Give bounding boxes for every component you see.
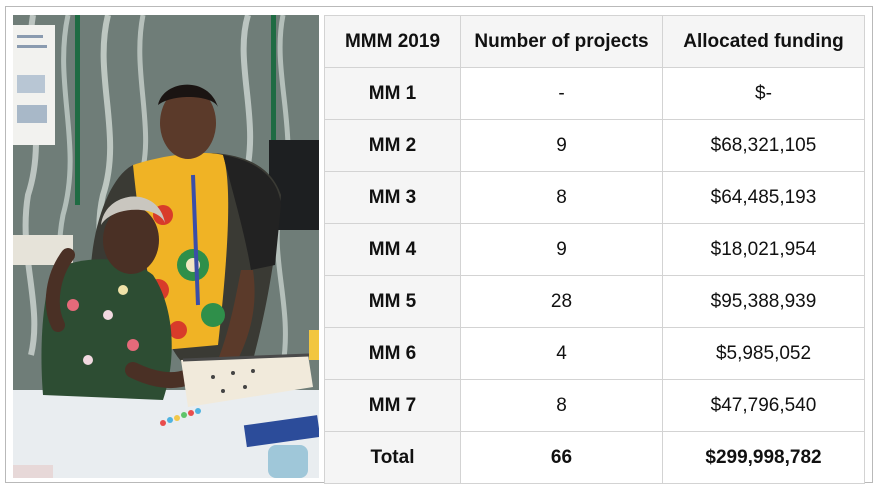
projects-cell: - (460, 67, 663, 120)
photo (13, 15, 319, 478)
funding-cell: $- (662, 67, 865, 120)
funding-table: MMM 2019 Number of projects Allocated fu… (324, 15, 865, 484)
row-label: MM 6 (324, 327, 461, 380)
funding-cell: $64,485,193 (662, 171, 865, 224)
table-row: MM 4 9 $18,021,954 (324, 223, 865, 276)
row-label: MM 2 (324, 119, 461, 172)
projects-cell: 9 (460, 119, 663, 172)
projects-cell: 28 (460, 275, 663, 328)
funding-cell: $95,388,939 (662, 275, 865, 328)
row-label: MM 5 (324, 275, 461, 328)
table-row: MM 3 8 $64,485,193 (324, 171, 865, 224)
total-label: Total (324, 431, 461, 484)
table-row: MM 5 28 $95,388,939 (324, 275, 865, 328)
row-label: MM 1 (324, 67, 461, 120)
table-header-row: MMM 2019 Number of projects Allocated fu… (324, 15, 865, 68)
total-row: Total 66 $299,998,782 (324, 431, 865, 484)
funding-table-container: MMM 2019 Number of projects Allocated fu… (324, 15, 865, 484)
table-row: MM 6 4 $5,985,052 (324, 327, 865, 380)
header-number-of-projects: Number of projects (460, 15, 663, 68)
header-allocated-funding: Allocated funding (662, 15, 865, 68)
funding-cell: $5,985,052 (662, 327, 865, 380)
header-mmm-2019: MMM 2019 (324, 15, 461, 68)
table-row: MM 1 - $- (324, 67, 865, 120)
photo-illustration (13, 15, 319, 478)
funding-cell: $47,796,540 (662, 379, 865, 432)
projects-cell: 8 (460, 171, 663, 224)
row-label: MM 7 (324, 379, 461, 432)
row-label: MM 3 (324, 171, 461, 224)
total-projects: 66 (460, 431, 663, 484)
row-label: MM 4 (324, 223, 461, 276)
projects-cell: 9 (460, 223, 663, 276)
table-row: MM 7 8 $47,796,540 (324, 379, 865, 432)
projects-cell: 4 (460, 327, 663, 380)
projects-cell: 8 (460, 379, 663, 432)
funding-cell: $68,321,105 (662, 119, 865, 172)
table-row: MM 2 9 $68,321,105 (324, 119, 865, 172)
funding-cell: $18,021,954 (662, 223, 865, 276)
total-funding: $299,998,782 (662, 431, 865, 484)
